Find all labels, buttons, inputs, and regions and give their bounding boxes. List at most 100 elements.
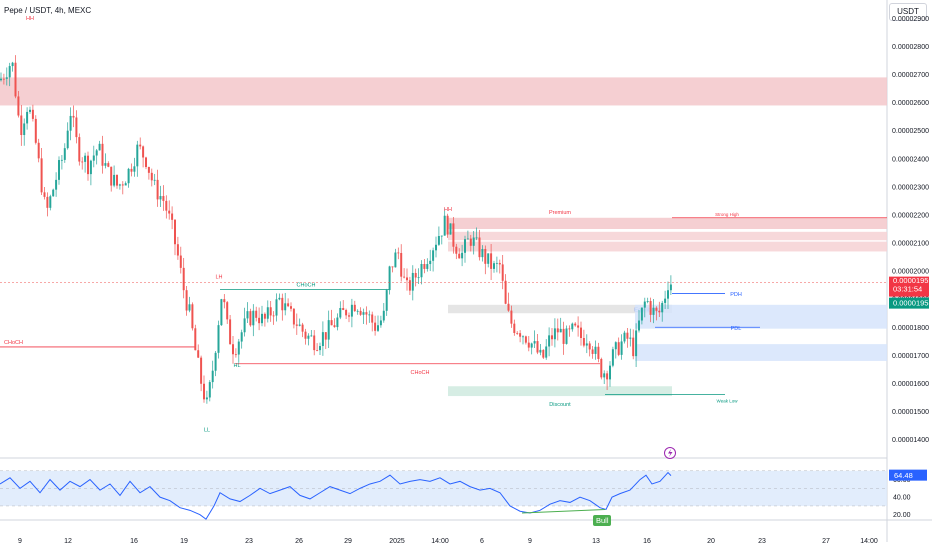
candle-body	[121, 184, 124, 186]
candle-body	[580, 327, 582, 339]
candle-body	[37, 142, 40, 159]
candle-body	[559, 328, 562, 333]
currency-button[interactable]: USDT	[889, 3, 927, 21]
candle-body	[316, 350, 319, 351]
candle-body	[504, 280, 507, 304]
candle-body	[536, 341, 539, 353]
rsi-value-label: 64.48	[894, 471, 913, 480]
candle-body	[34, 118, 37, 143]
candle-body	[0, 78, 2, 81]
price-tick-label: 0.00002300	[892, 184, 929, 191]
candle-body	[208, 382, 211, 398]
zone-label: Premium	[549, 210, 571, 216]
zone	[448, 217, 887, 229]
candle-body	[310, 335, 313, 337]
candle-body	[667, 290, 669, 299]
candle-body	[220, 299, 223, 326]
candle-body	[139, 144, 142, 147]
candle-body	[443, 215, 446, 236]
lightning-icon[interactable]	[664, 447, 676, 459]
candle-body	[466, 238, 469, 240]
candle-body	[513, 323, 516, 333]
time-tick-label: 14:00	[431, 538, 449, 545]
candle-body	[649, 301, 652, 315]
candle-body	[153, 179, 156, 181]
candle-body	[58, 160, 60, 180]
candle-body	[81, 161, 84, 163]
candle-body	[597, 346, 600, 359]
candle-body	[507, 303, 510, 311]
candle-body	[452, 223, 455, 247]
candle-body	[69, 115, 72, 131]
zone	[448, 231, 887, 241]
candle-body	[118, 184, 121, 186]
rsi-tick-label: 20.00	[893, 512, 911, 519]
candle-body	[571, 323, 574, 330]
candle-body	[43, 192, 46, 197]
candle-body	[107, 163, 110, 167]
candle-body	[197, 350, 200, 358]
time-tick-label: 23	[758, 538, 766, 545]
candle-body	[194, 328, 197, 351]
candle-body	[377, 325, 379, 331]
candle-body	[484, 248, 487, 264]
candle-body	[226, 302, 229, 320]
zone	[0, 77, 887, 106]
last-price-tag: 0.00001959 03:31:54	[889, 276, 932, 297]
chart-title: Pepe / USDT, 4h, MEXC	[4, 6, 92, 15]
candle-body	[388, 266, 391, 291]
candle-body	[368, 314, 371, 316]
bull-divergence: Bull	[521, 508, 611, 526]
candle-body	[490, 253, 493, 269]
swing-label: HL	[233, 363, 240, 369]
candle-body	[551, 335, 553, 340]
candle-body	[342, 308, 345, 310]
candle-body	[446, 215, 449, 235]
rsi-line	[0, 471, 672, 520]
candle-body	[478, 237, 481, 258]
candle-body	[548, 335, 551, 347]
price-tick-label: 0.00002600	[892, 100, 929, 107]
candle-body	[168, 210, 171, 214]
price-tick-label: 0.00001800	[892, 325, 929, 332]
candle-body	[101, 143, 104, 166]
candle-body	[391, 266, 394, 268]
candle-body	[638, 320, 640, 331]
candle-body	[519, 333, 522, 337]
candle-body	[182, 267, 185, 291]
candle-body	[501, 264, 504, 281]
candle-body	[440, 235, 443, 237]
candle-body	[510, 310, 513, 324]
candle-body	[124, 183, 127, 186]
candle-body	[455, 246, 458, 254]
candle-body	[321, 332, 324, 347]
candle-body	[429, 260, 432, 265]
candle-body	[95, 150, 98, 156]
candle-body	[298, 324, 301, 326]
candle-body	[461, 252, 464, 259]
candle-body	[516, 332, 519, 334]
candle-body	[495, 262, 498, 264]
price-tick-label: 0.00002900	[892, 16, 929, 23]
second-price-label: 0.00001958	[893, 299, 932, 308]
candle-body	[72, 115, 75, 118]
candle-body	[469, 238, 472, 246]
candle-body	[165, 200, 168, 211]
candle-body	[609, 365, 611, 380]
candle-body	[188, 304, 191, 311]
candle-body	[205, 397, 208, 400]
time-tick-label: 9	[18, 538, 22, 545]
level-label: CHoCH	[411, 370, 430, 376]
candle-body	[371, 314, 374, 323]
candle-body	[284, 303, 287, 311]
candle-body	[408, 280, 411, 291]
candle-body	[356, 310, 359, 312]
candle-body	[545, 346, 548, 358]
swing-label: HH	[444, 207, 452, 213]
candle-body	[582, 338, 585, 346]
price-tick-label: 0.00002800	[892, 44, 929, 51]
candle-body	[611, 349, 614, 366]
candle-body	[20, 115, 23, 136]
candle-body	[217, 325, 220, 353]
